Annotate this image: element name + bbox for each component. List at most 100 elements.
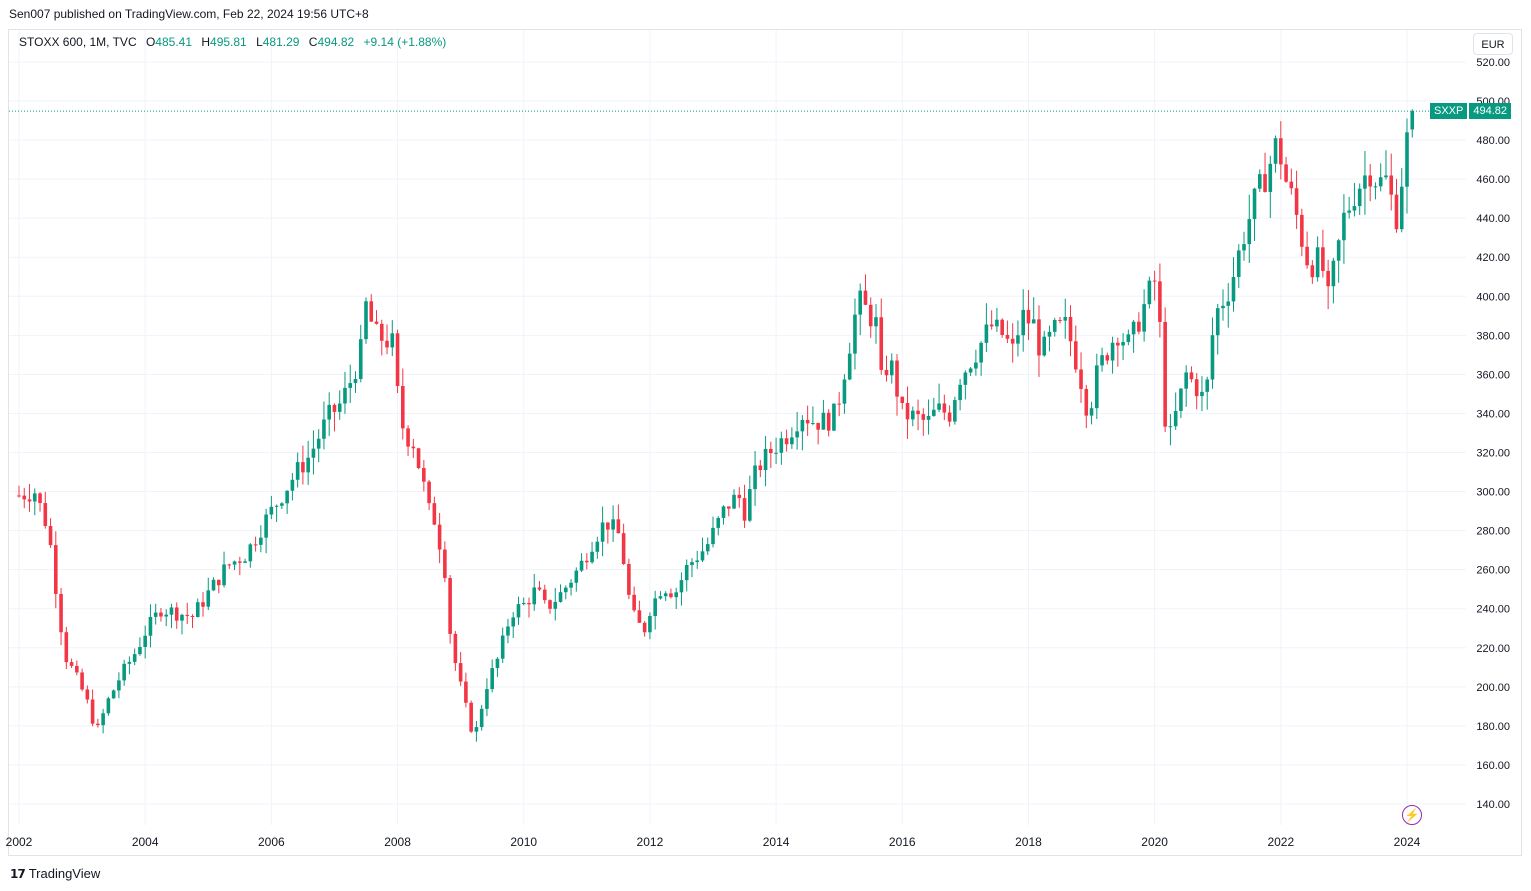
candle-body — [316, 438, 321, 449]
candle-body — [1147, 280, 1152, 305]
candle-body — [1052, 319, 1057, 332]
candle — [1194, 373, 1199, 410]
candle-body — [406, 428, 410, 447]
candle — [590, 541, 594, 564]
candle — [921, 408, 926, 436]
candle-body — [779, 438, 784, 453]
candle-body — [879, 317, 884, 370]
lightning-bolt-icon[interactable]: ⚡ — [1402, 805, 1422, 825]
candle — [889, 353, 894, 384]
candle-body — [443, 549, 447, 579]
candle — [64, 626, 69, 670]
candle-body — [1252, 188, 1257, 220]
legend-high-label: H — [201, 35, 211, 49]
candle — [974, 349, 978, 376]
candle-body — [1389, 175, 1394, 195]
candle-body — [790, 437, 794, 445]
x-tick-label: 2002 — [6, 835, 33, 849]
candle-body — [1273, 138, 1278, 164]
candle-body — [795, 431, 799, 438]
candle-body — [285, 490, 289, 504]
candle — [1121, 333, 1125, 361]
candle-body — [700, 551, 705, 561]
candle — [1279, 121, 1283, 180]
candle-body — [1200, 391, 1204, 397]
candle — [253, 536, 258, 552]
symbol-legend[interactable]: STOXX 600, 1M, TVC O485.41 H495.81 L481.… — [19, 35, 446, 49]
candle — [769, 441, 773, 468]
candle-body — [1378, 177, 1383, 187]
candle-body — [280, 503, 284, 506]
candle-body — [711, 527, 715, 545]
candle-body — [1042, 336, 1047, 356]
candle-body — [1084, 388, 1089, 416]
candle — [453, 631, 458, 671]
candle-body — [127, 661, 132, 664]
candle — [1079, 352, 1083, 403]
candle-body — [1221, 305, 1225, 309]
candle — [837, 392, 841, 417]
candle-body — [416, 448, 421, 469]
candle — [169, 603, 174, 629]
candle-body — [1373, 186, 1378, 188]
candle — [227, 563, 232, 569]
y-tick-label: 340.00 — [1476, 408, 1510, 420]
candle — [332, 403, 337, 432]
candle — [448, 574, 452, 644]
footer-brand[interactable]: 𝟭𝟳 TradingView — [10, 866, 100, 881]
candle — [1252, 187, 1257, 241]
candle — [458, 651, 463, 687]
y-tick-label: 360.00 — [1476, 369, 1510, 381]
candle — [506, 618, 510, 644]
candle — [516, 596, 521, 625]
currency-button[interactable]: EUR — [1473, 33, 1513, 55]
legend-close-value: 494.82 — [317, 35, 355, 49]
candle-body — [117, 680, 121, 691]
candle-body — [153, 612, 158, 617]
candle-body — [227, 564, 232, 566]
candle — [821, 399, 826, 430]
candle-body — [1079, 369, 1083, 389]
candle — [17, 485, 21, 498]
candle — [364, 297, 368, 344]
candle — [1305, 231, 1309, 269]
candle — [1095, 353, 1099, 420]
candle — [22, 487, 27, 509]
candle-body — [548, 600, 552, 609]
candle-body — [216, 579, 221, 586]
candle-body — [48, 526, 53, 546]
candle — [1284, 156, 1288, 183]
candle-body — [816, 422, 820, 430]
price-badge-symbol: SXXP — [1430, 103, 1468, 120]
candle-body — [1068, 316, 1073, 342]
candle-body — [863, 290, 868, 305]
candle — [69, 658, 74, 669]
candle-body — [1321, 247, 1325, 271]
y-tick-label: 140.00 — [1476, 799, 1510, 811]
candle — [1105, 352, 1110, 365]
candle — [1068, 305, 1073, 357]
candle — [432, 496, 437, 526]
candle-body — [1142, 304, 1146, 332]
candle — [1210, 317, 1215, 389]
candle-body — [600, 522, 605, 542]
footer-brand-text: TradingView — [28, 866, 101, 881]
candle — [1357, 183, 1362, 215]
candle — [1399, 168, 1404, 233]
candle — [1084, 384, 1089, 429]
candle — [374, 310, 379, 325]
candle — [1384, 150, 1388, 180]
candle-body — [274, 505, 279, 507]
candle — [1179, 388, 1183, 419]
candle — [1326, 259, 1330, 310]
candle — [548, 599, 552, 614]
candle-body — [511, 617, 516, 627]
candle — [663, 591, 668, 602]
candle-body — [1310, 265, 1315, 278]
chart-panel[interactable] — [8, 29, 1522, 856]
y-tick-label: 240.00 — [1476, 604, 1510, 616]
candle-body — [1405, 132, 1409, 187]
candle-body — [590, 551, 594, 563]
y-tick-label: 180.00 — [1476, 721, 1510, 733]
